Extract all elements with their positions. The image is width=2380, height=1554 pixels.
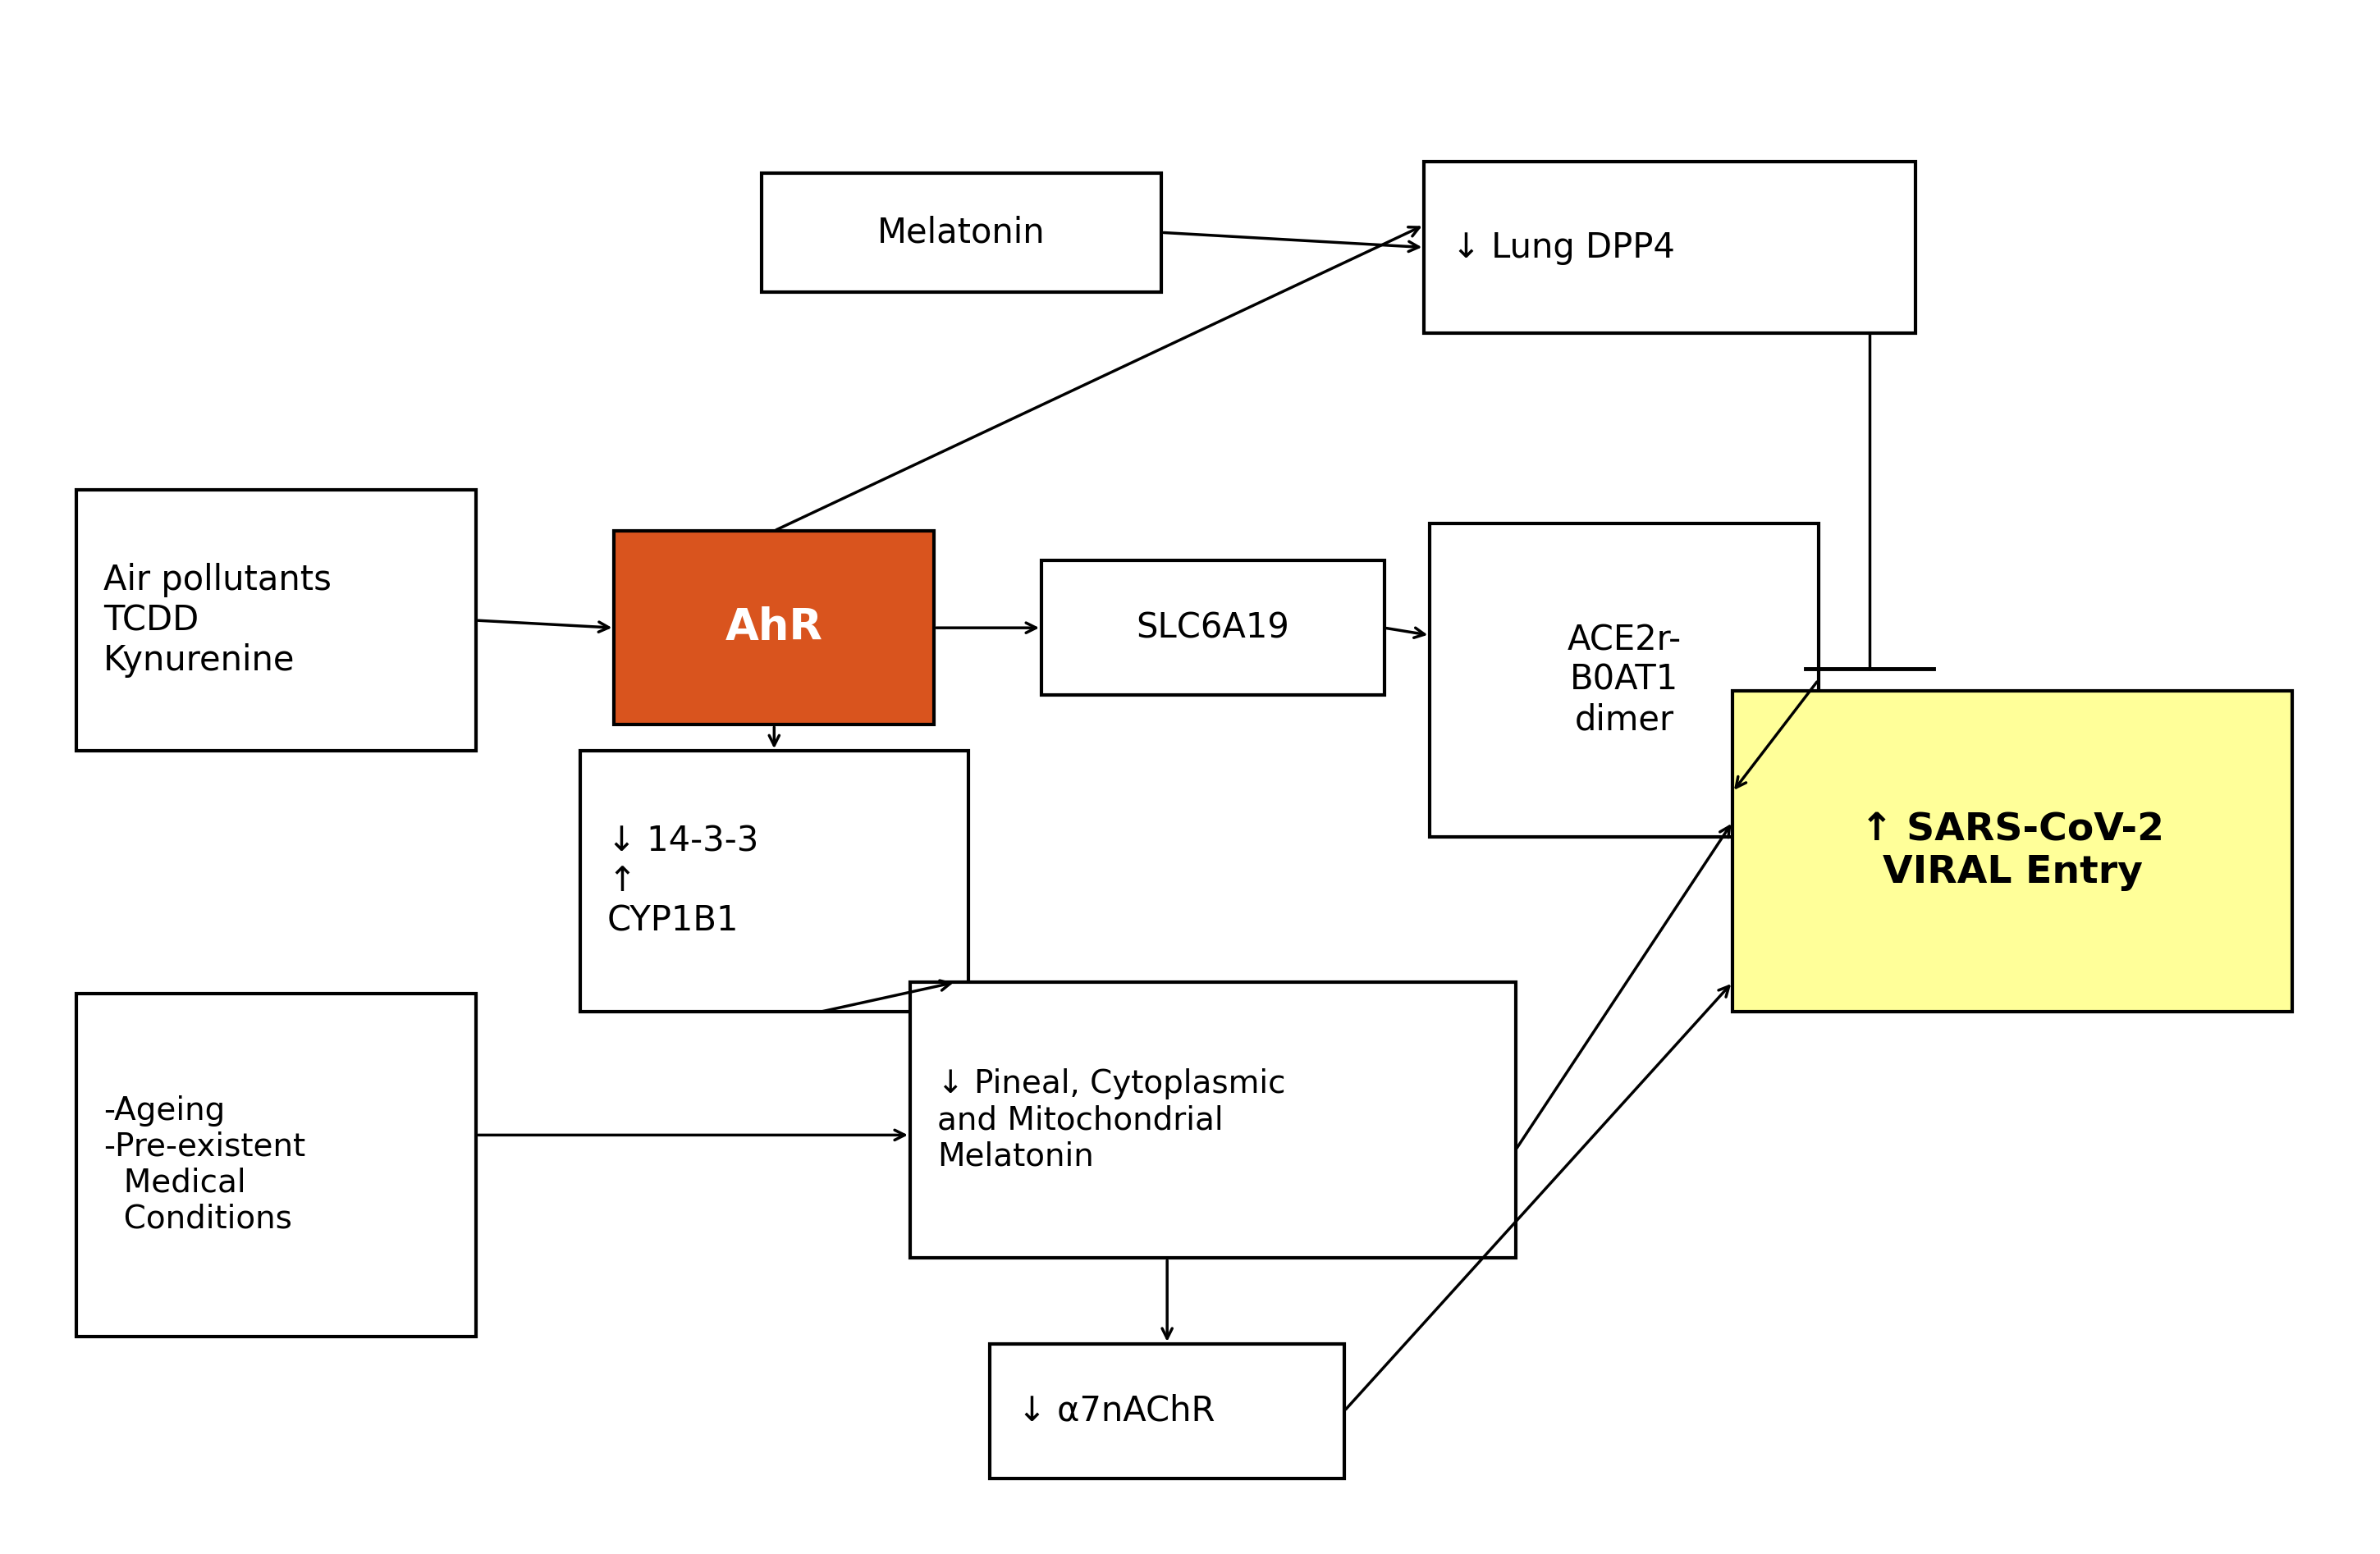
FancyBboxPatch shape bbox=[581, 751, 969, 1012]
FancyBboxPatch shape bbox=[1423, 162, 1916, 333]
FancyBboxPatch shape bbox=[76, 490, 476, 751]
FancyBboxPatch shape bbox=[990, 1344, 1345, 1478]
Text: ↑ SARS-CoV-2
VIRAL Entry: ↑ SARS-CoV-2 VIRAL Entry bbox=[1861, 811, 2163, 892]
Text: ↓ Lung DPP4: ↓ Lung DPP4 bbox=[1452, 230, 1676, 264]
Text: SLC6A19: SLC6A19 bbox=[1135, 611, 1290, 645]
Text: Air pollutants
TCDD
Kynurenine: Air pollutants TCDD Kynurenine bbox=[105, 563, 331, 678]
Text: AhR: AhR bbox=[726, 606, 823, 650]
FancyBboxPatch shape bbox=[76, 993, 476, 1336]
FancyBboxPatch shape bbox=[762, 172, 1161, 292]
Text: ↓ 14-3-3
↑
CYP1B1: ↓ 14-3-3 ↑ CYP1B1 bbox=[607, 824, 759, 939]
FancyBboxPatch shape bbox=[1733, 692, 2292, 1012]
Text: ACE2r-
B0AT1
dimer: ACE2r- B0AT1 dimer bbox=[1566, 623, 1680, 737]
Text: ↓ Pineal, Cytoplasmic
and Mitochondrial
Melatonin: ↓ Pineal, Cytoplasmic and Mitochondrial … bbox=[938, 1069, 1285, 1172]
FancyBboxPatch shape bbox=[1042, 561, 1385, 695]
Text: ↓ α7nAChR: ↓ α7nAChR bbox=[1019, 1394, 1214, 1428]
FancyBboxPatch shape bbox=[909, 982, 1516, 1259]
Text: Melatonin: Melatonin bbox=[878, 216, 1045, 250]
Text: -Ageing
-Pre-existent
  Medical
  Conditions: -Ageing -Pre-existent Medical Conditions bbox=[105, 1096, 305, 1234]
FancyBboxPatch shape bbox=[1430, 524, 1818, 836]
FancyBboxPatch shape bbox=[614, 531, 933, 724]
